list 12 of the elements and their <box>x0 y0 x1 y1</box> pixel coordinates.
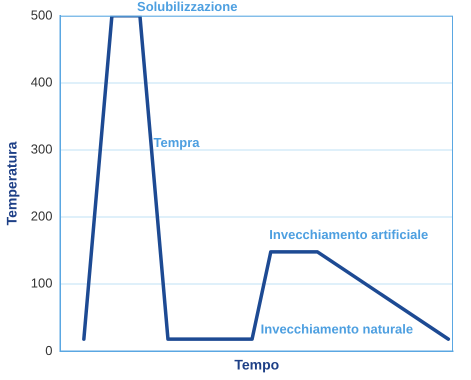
y-tick-label: 500 <box>30 7 52 22</box>
text: Solubilizzazione <box>137 0 238 14</box>
annotation: Invecchiamento naturale <box>260 322 414 337</box>
annotation: Invecchiamento artificiale <box>269 226 428 242</box>
y-tick-label: 300 <box>30 142 52 157</box>
y-tick-label: 100 <box>30 276 52 291</box>
annotation: Tempra <box>154 135 200 150</box>
y-tick-label: 400 <box>30 74 52 90</box>
y-tick-label: 200 <box>30 208 52 224</box>
y-tick-label: 0 <box>45 342 52 358</box>
x-axis-title: Tempo <box>234 356 280 372</box>
y-axis-title: Temperatura <box>3 141 20 226</box>
